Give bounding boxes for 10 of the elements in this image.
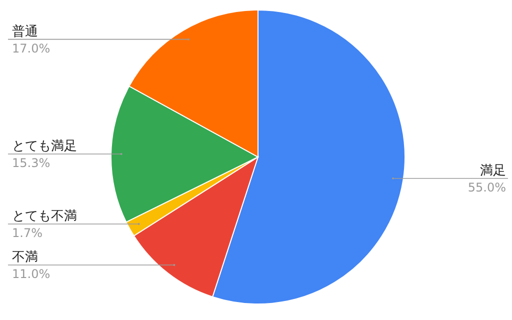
data-label: 17.0% <box>12 41 50 56</box>
slice-label: 満足 <box>480 163 506 178</box>
slice-label: 不満 <box>12 250 38 266</box>
data-label: 15.3% <box>12 156 50 170</box>
slice-label: とても不満 <box>12 208 77 224</box>
data-label: 55.0% <box>468 180 506 194</box>
slice-label: 普通 <box>12 23 38 40</box>
slice-label: とても満足 <box>12 138 77 154</box>
data-label: 1.7% <box>12 226 42 240</box>
data-label: 11.0% <box>12 267 50 282</box>
